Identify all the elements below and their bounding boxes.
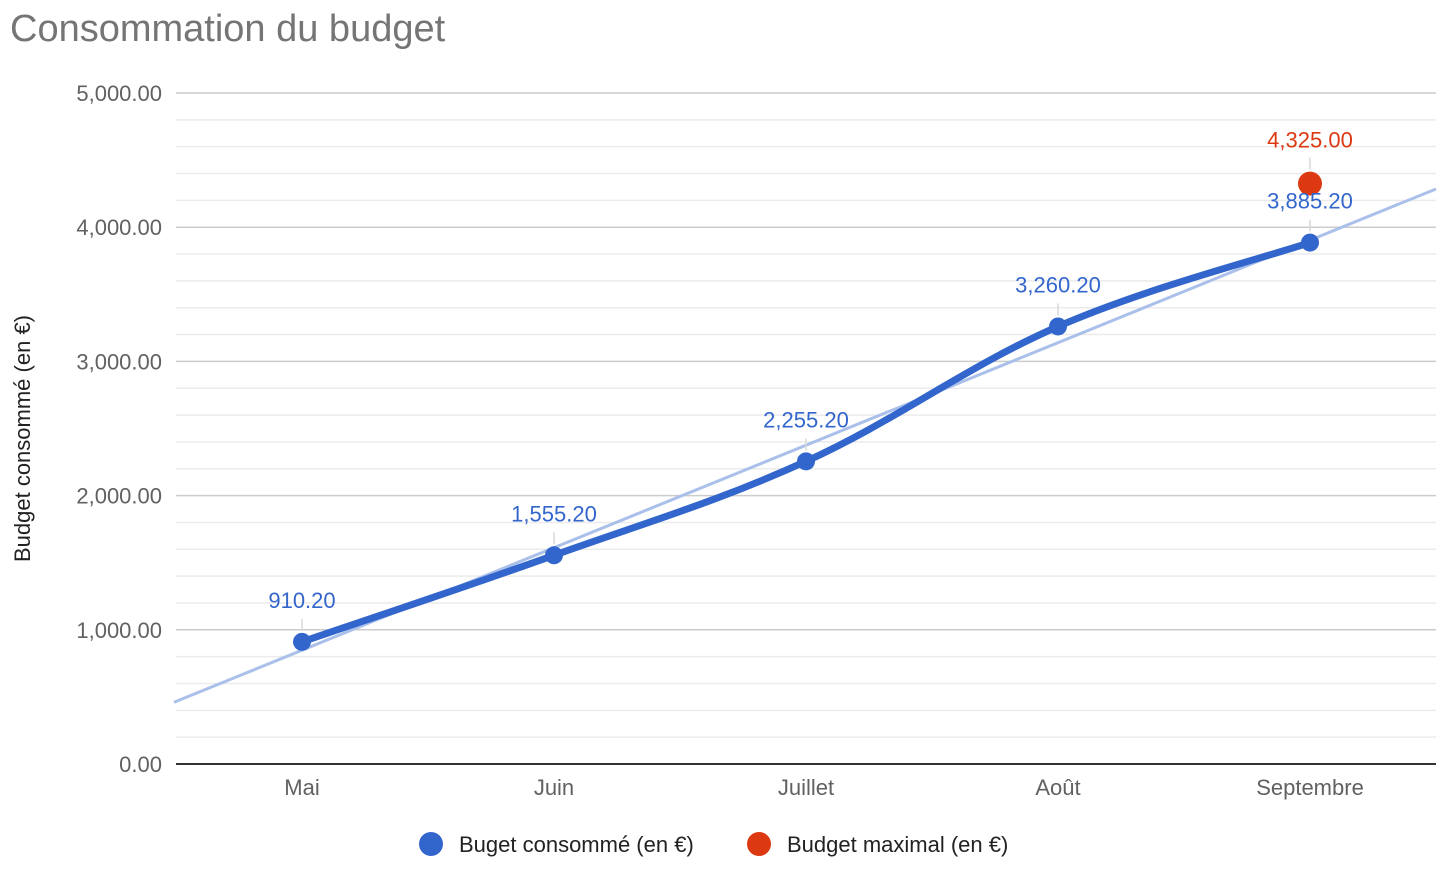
- data-labels: 910.20 1,555.20 2,255.20 3,260.20 3,885.20 4,…: [268, 128, 1353, 631]
- x-axis-ticks: Mai Juin Juillet Août Septembre: [284, 775, 1364, 800]
- data-point: [1049, 317, 1067, 336]
- x-tick-label: Mai: [284, 775, 319, 800]
- x-tick-label: Juillet: [778, 775, 834, 800]
- data-label: 910.20: [268, 588, 335, 613]
- y-tick-label: 2,000.00: [76, 484, 162, 509]
- legend-marker: [419, 832, 443, 856]
- data-label: 3,885.20: [1267, 189, 1353, 214]
- y-tick-label: 1,000.00: [76, 618, 162, 643]
- data-label: 3,260.20: [1015, 272, 1101, 297]
- data-label: 1,555.20: [511, 501, 597, 526]
- series-layer: [293, 171, 1322, 651]
- trendline: [173, 187, 1437, 704]
- y-tick-label: 5,000.00: [76, 81, 162, 106]
- data-label: 4,325.00: [1267, 128, 1353, 153]
- legend-label: Budget maximal (en €): [787, 832, 1008, 857]
- data-point: [1301, 233, 1319, 252]
- x-tick-label: Septembre: [1256, 775, 1364, 800]
- chart-title: Consommation du budget: [10, 8, 446, 50]
- legend[interactable]: Buget consommé (en €) Budget maximal (en …: [419, 832, 1008, 857]
- legend-marker: [747, 832, 771, 856]
- y-axis-ticks: 0.00 1,000.00 2,000.00 3,000.00 4,000.00 5,00…: [76, 81, 162, 777]
- data-point: [1298, 171, 1322, 196]
- data-point: [293, 632, 311, 651]
- legend-item-0[interactable]: Buget consommé (en €): [419, 832, 694, 857]
- x-tick-label: Juin: [534, 775, 574, 800]
- y-tick-label: 3,000.00: [76, 349, 162, 374]
- grid: [176, 92, 1436, 765]
- data-label: 2,255.20: [763, 407, 849, 432]
- y-axis-label: Budget consommé (en €): [10, 315, 35, 562]
- y-tick-label: 0.00: [119, 752, 162, 777]
- legend-label: Buget consommé (en €): [459, 832, 694, 857]
- x-tick-label: Août: [1035, 775, 1080, 800]
- y-tick-label: 4,000.00: [76, 215, 162, 240]
- data-point: [545, 546, 563, 565]
- data-point: [797, 452, 815, 471]
- trendline-layer: [173, 187, 1437, 704]
- legend-item-1[interactable]: Budget maximal (en €): [747, 832, 1008, 857]
